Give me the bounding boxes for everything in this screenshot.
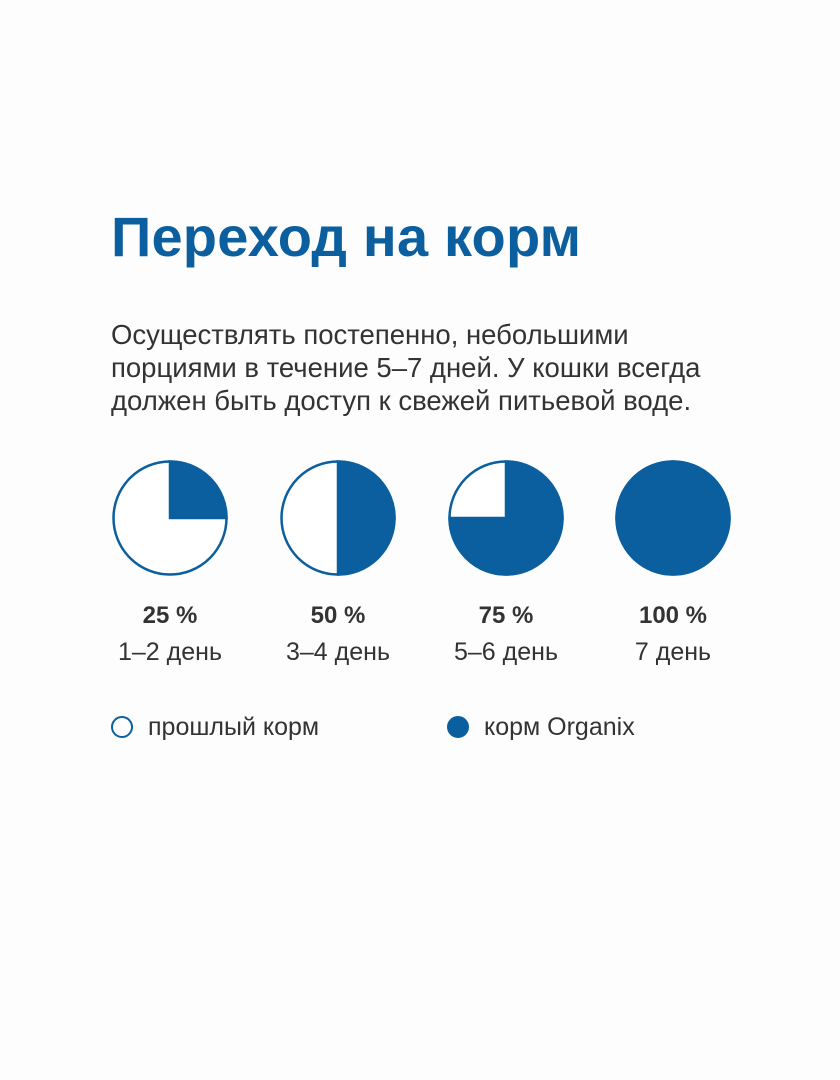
pie-chart-stage-4 [615, 460, 731, 576]
pie-slice-new-food [448, 460, 564, 576]
legend-item-new-food: корм Organix [447, 711, 635, 743]
stage-25-percent: 25 % 1–2 день [111, 459, 229, 679]
stage-percent-label: 50 % [310, 602, 366, 629]
pie-chart-stage-1 [112, 460, 228, 576]
transition-stages: 25 % 1–2 день 50 % 3–4 день 75 % 5–6 ден… [111, 459, 733, 679]
transition-description: Осуществлять постепенно, небольшими порц… [111, 319, 701, 416]
page-title: Переход на корм [111, 205, 582, 268]
stage-percent-label: 100 % [638, 602, 708, 629]
legend-item-old-food: прошлый корм [111, 711, 319, 743]
empty-circle-icon [111, 716, 133, 738]
legend: прошлый корм корм Organix [111, 711, 751, 743]
legend-label-new-food: корм Organix [484, 712, 635, 741]
filled-circle-icon [447, 716, 469, 738]
stage-days-label: 5–6 день [454, 638, 558, 666]
stage-days-label: 1–2 день [118, 638, 222, 666]
stage-50-percent: 50 % 3–4 день [279, 459, 397, 679]
stage-percent-label: 75 % [478, 602, 534, 629]
stage-75-percent: 75 % 5–6 день [447, 459, 565, 679]
stage-days-label: 7 день [634, 638, 712, 666]
pie-chart-stage-2 [280, 460, 396, 576]
pie-slice-new-food [336, 460, 396, 576]
stage-percent-label: 25 % [142, 602, 198, 629]
pie-chart-stage-3 [448, 460, 564, 576]
stage-days-label: 3–4 день [286, 638, 390, 666]
stage-100-percent: 100 % 7 день [614, 459, 732, 679]
legend-label-old-food: прошлый корм [148, 712, 320, 741]
pie-slice-new-food [615, 460, 731, 576]
pie-slice-new-food [168, 460, 228, 520]
